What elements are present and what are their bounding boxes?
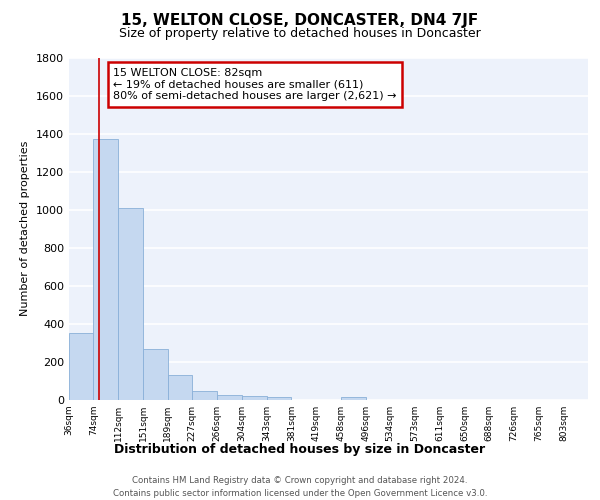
- Text: Contains HM Land Registry data © Crown copyright and database right 2024.: Contains HM Land Registry data © Crown c…: [132, 476, 468, 485]
- Text: Size of property relative to detached houses in Doncaster: Size of property relative to detached ho…: [119, 28, 481, 40]
- Text: Contains public sector information licensed under the Open Government Licence v3: Contains public sector information licen…: [113, 489, 487, 498]
- Bar: [69, 334, 94, 400]
- Bar: [118, 208, 143, 400]
- Text: 15, WELTON CLOSE, DONCASTER, DN4 7JF: 15, WELTON CLOSE, DONCASTER, DN4 7JF: [121, 12, 479, 28]
- Bar: [192, 392, 217, 400]
- Bar: [242, 396, 267, 400]
- Bar: [217, 394, 242, 400]
- Text: 15 WELTON CLOSE: 82sqm
← 19% of detached houses are smaller (611)
80% of semi-de: 15 WELTON CLOSE: 82sqm ← 19% of detached…: [113, 68, 397, 101]
- Text: Distribution of detached houses by size in Doncaster: Distribution of detached houses by size …: [115, 442, 485, 456]
- Bar: [167, 376, 192, 400]
- Y-axis label: Number of detached properties: Number of detached properties: [20, 141, 31, 316]
- Bar: [143, 348, 167, 400]
- Bar: [341, 397, 365, 400]
- Bar: [94, 140, 118, 400]
- Bar: [267, 397, 292, 400]
